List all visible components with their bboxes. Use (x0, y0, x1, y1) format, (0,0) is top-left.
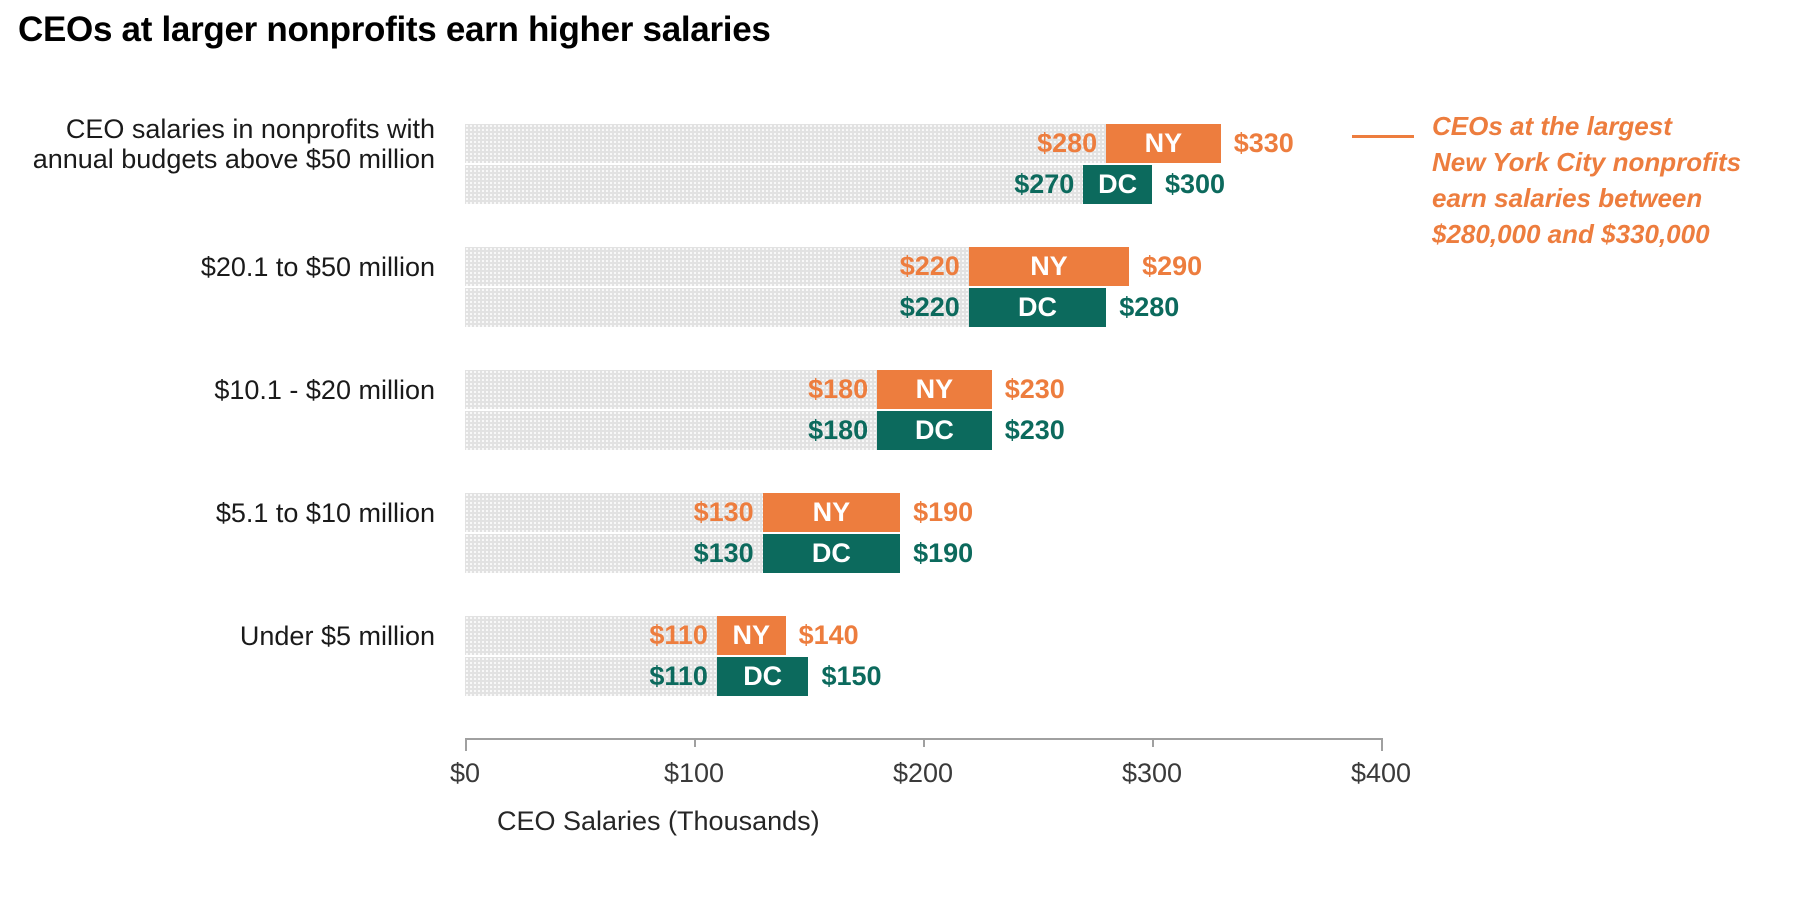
annotation-line: $280,000 and $330,000 (1432, 219, 1710, 249)
bar-track: $270 (465, 165, 1084, 204)
annotation-text: CEOs at the largest New York City nonpro… (1432, 108, 1800, 252)
bar-range-segment-ny: NY (1106, 124, 1221, 163)
bar-range-segment-ny: NY (877, 370, 992, 409)
chart-title: CEOs at larger nonprofits earn higher sa… (18, 10, 771, 49)
bar-min-value-label: $130 (693, 497, 754, 527)
series-tag-label: DC (1098, 169, 1138, 199)
bar-max-value-label: $230 (1004, 415, 1065, 445)
x-axis-tick (465, 738, 467, 751)
annotation-line: earn salaries between (1432, 183, 1703, 213)
bar-max-value-label: $330 (1233, 128, 1294, 158)
bar-track: $110 (465, 616, 717, 655)
category-label: Under $5 million (239, 620, 435, 651)
x-axis-tick-label: $300 (1121, 758, 1183, 788)
bar-max-value-label: $190 (913, 538, 974, 568)
bar-min-value-label: $280 (1037, 128, 1098, 158)
bar-min-value-label: $220 (899, 251, 960, 281)
bar-min-value-label: $110 (649, 620, 708, 650)
x-axis-title: CEO Salaries (Thousands) (497, 806, 820, 836)
x-axis-tick (1152, 738, 1154, 747)
annotation-line: New York City nonprofits (1432, 147, 1742, 177)
annotation-connector-line (1352, 135, 1414, 138)
category-label: $20.1 to $50 million (200, 251, 435, 282)
bar-range-segment-dc: DC (716, 657, 809, 696)
bar-track: $220 (465, 288, 969, 327)
category-label: $5.1 to $10 million (215, 497, 435, 528)
bar-range-segment-ny: NY (968, 247, 1130, 286)
x-axis-tick (1381, 738, 1383, 751)
bar-track: $130 (465, 493, 763, 532)
bar-min-value-label: $180 (808, 374, 869, 404)
category-label: $10.1 - $20 million (214, 374, 435, 405)
series-tag-label: NY (1144, 128, 1183, 158)
bar-track: $110 (465, 657, 717, 696)
x-axis-tick-label: $200 (892, 758, 954, 788)
series-tag-label: DC (914, 415, 954, 445)
bar-max-value-label: $280 (1119, 292, 1180, 322)
x-axis-tick-label: $100 (663, 758, 725, 788)
bar-min-value-label: $180 (808, 415, 869, 445)
x-axis-tick-label: $400 (1350, 758, 1412, 788)
bar-track: $180 (465, 411, 878, 450)
bar-max-value-label: $140 (798, 620, 859, 650)
series-tag-label: NY (915, 374, 954, 404)
bar-min-value-label: $220 (899, 292, 960, 322)
series-tag-label: NY (732, 620, 770, 650)
bar-max-value-label: $300 (1165, 169, 1226, 199)
category-label: CEO salaries in nonprofits with annual b… (32, 113, 435, 174)
series-tag-label: DC (1017, 292, 1057, 322)
bar-range-segment-dc: DC (968, 288, 1107, 327)
series-tag-label: NY (1030, 251, 1068, 281)
bar-max-value-label: $230 (1004, 374, 1065, 404)
bar-range-segment-dc: DC (762, 534, 901, 573)
bar-min-value-label: $270 (1014, 169, 1075, 199)
bar-range-segment-ny: NY (762, 493, 901, 532)
x-axis-tick (923, 738, 925, 747)
bar-min-value-label: $110 (649, 661, 708, 691)
bar-max-value-label: $190 (913, 497, 974, 527)
bar-track: $130 (465, 534, 763, 573)
bar-min-value-label: $130 (693, 538, 754, 568)
annotation-line: CEOs at the largest (1432, 111, 1672, 141)
bar-track: $280 (465, 124, 1107, 163)
series-tag-label: DC (811, 538, 851, 568)
bar-range-segment-ny: NY (716, 616, 786, 655)
bar-range-segment-dc: DC (877, 411, 992, 450)
bar-track: $220 (465, 247, 969, 286)
bar-range-segment-dc: DC (1083, 165, 1152, 204)
x-axis-tick (694, 738, 696, 747)
x-axis-tick-label: $0 (449, 758, 481, 788)
bar-track: $180 (465, 370, 878, 409)
series-tag-label: DC (743, 661, 783, 691)
series-tag-label: NY (812, 497, 851, 527)
bar-max-value-label: $150 (821, 661, 882, 691)
bar-max-value-label: $290 (1142, 251, 1203, 281)
